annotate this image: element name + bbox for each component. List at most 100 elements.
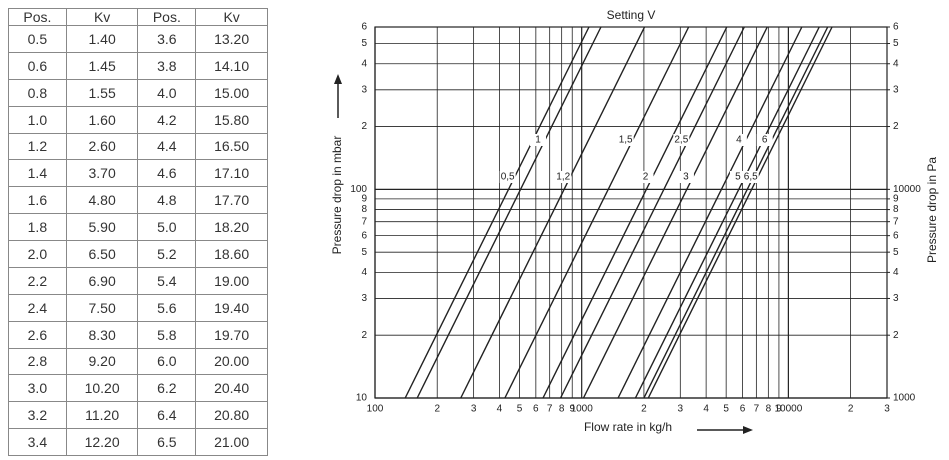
label-bg bbox=[742, 171, 759, 183]
setting-line bbox=[416, 26, 602, 399]
x-tick-label: 3 bbox=[678, 404, 684, 415]
y-tick-label: 2 bbox=[361, 330, 367, 341]
y-tick-label: 4 bbox=[361, 58, 367, 69]
cell: 20.80 bbox=[195, 401, 268, 430]
row: 2.4 7.50 5.6 19.40 bbox=[8, 293, 268, 322]
setting-line bbox=[634, 26, 820, 399]
x-tick-label: 4 bbox=[703, 404, 709, 415]
x-tick-label: 2 bbox=[641, 404, 647, 415]
row: 0.6 1.45 3.8 14.10 bbox=[8, 51, 268, 80]
y-axis-label: Pressure drop in mbar bbox=[330, 136, 344, 255]
cell: 6.5 bbox=[137, 428, 197, 456]
cell: 5.2 bbox=[137, 240, 197, 268]
label-bg bbox=[617, 134, 634, 146]
cell: 1.4 bbox=[8, 159, 67, 188]
cell: 3.6 bbox=[137, 25, 197, 53]
row: 3.4 12.20 6.5 21.00 bbox=[8, 428, 268, 456]
cell: 0.8 bbox=[8, 78, 67, 107]
y2-axis-label: Pressure drop in Pa bbox=[925, 157, 939, 263]
label-bg bbox=[729, 171, 746, 183]
row: 2.0 6.50 5.2 18.60 bbox=[8, 240, 268, 268]
cell: 5.8 bbox=[137, 320, 197, 349]
cell: 2.0 bbox=[8, 240, 67, 268]
y-tick-label: 6 bbox=[361, 22, 367, 33]
x-tick-label: 10000 bbox=[774, 404, 802, 415]
cell: 4.80 bbox=[65, 186, 139, 215]
row: 0.5 1.40 3.6 13.20 bbox=[8, 25, 268, 53]
y2-tick-label: 4 bbox=[893, 58, 899, 69]
cell: 20.00 bbox=[195, 347, 268, 376]
label-bg bbox=[637, 171, 654, 183]
row: 2.8 9.20 6.0 20.00 bbox=[8, 347, 268, 376]
row: 3.0 10.20 6.2 20.40 bbox=[8, 374, 268, 403]
x-tick-label: 8 bbox=[559, 404, 565, 415]
cell: 18.20 bbox=[195, 213, 268, 241]
cell: 15.80 bbox=[195, 105, 268, 134]
setting-line bbox=[460, 26, 646, 399]
cell: 7.50 bbox=[65, 293, 139, 322]
cell: 16.50 bbox=[195, 132, 268, 161]
y-tick-label: 8 bbox=[361, 204, 367, 215]
x-tick-label: 7 bbox=[547, 404, 553, 415]
series-label: 6 bbox=[762, 135, 768, 146]
cell: 6.50 bbox=[65, 240, 139, 268]
cell: 13.20 bbox=[195, 25, 268, 53]
y2-tick-label: 3 bbox=[893, 84, 899, 95]
series-label: 0,5 bbox=[501, 172, 515, 183]
y2-tick-label: 7 bbox=[893, 216, 899, 227]
x-tick-label: 9 bbox=[776, 404, 782, 415]
cell: 3.2 bbox=[8, 401, 67, 430]
x-tick-label: 3 bbox=[471, 404, 477, 415]
row: 0.8 1.55 4.0 15.00 bbox=[8, 78, 268, 107]
setting-line bbox=[647, 26, 833, 399]
cell: 15.00 bbox=[195, 78, 268, 107]
cell: 18.60 bbox=[195, 240, 268, 268]
cell: 1.45 bbox=[65, 51, 139, 80]
y-tick-label: 7 bbox=[361, 216, 367, 227]
cell: 4.4 bbox=[137, 132, 197, 161]
row: 1.2 2.60 4.4 16.50 bbox=[8, 132, 268, 161]
x-tick-label: 5 bbox=[517, 404, 523, 415]
cell: 0.6 bbox=[8, 51, 67, 80]
cell: 19.70 bbox=[195, 320, 268, 349]
cell: 4.8 bbox=[137, 186, 197, 215]
series-label: 4 bbox=[736, 135, 742, 146]
cell: 6.90 bbox=[65, 266, 139, 295]
header-cell: Pos. bbox=[137, 8, 197, 26]
x-arrow-head bbox=[743, 426, 753, 434]
header-row: Pos. Kv Pos. Kv bbox=[8, 8, 268, 26]
cell: 6.4 bbox=[137, 401, 197, 430]
cell: 5.4 bbox=[137, 266, 197, 295]
cell: 21.00 bbox=[195, 428, 268, 456]
setting-line bbox=[582, 26, 768, 399]
series-label: 2,5 bbox=[674, 135, 688, 146]
cell: 2.8 bbox=[8, 347, 67, 376]
cell: 14.10 bbox=[195, 51, 268, 80]
y-tick-label: 5 bbox=[361, 247, 367, 258]
series-label: 6,5 bbox=[744, 172, 758, 183]
setting-line bbox=[643, 26, 829, 399]
x-tick-label: 2 bbox=[848, 404, 854, 415]
cell: 1.8 bbox=[8, 213, 67, 241]
x-tick-label: 6 bbox=[533, 404, 539, 415]
cell: 2.60 bbox=[65, 132, 139, 161]
setting-line bbox=[542, 26, 728, 399]
y2-tick-label: 6 bbox=[893, 230, 899, 241]
cell: 1.0 bbox=[8, 105, 67, 134]
header-cell: Kv bbox=[195, 8, 268, 26]
y-tick-label: 4 bbox=[361, 267, 367, 278]
setting-line bbox=[617, 26, 803, 399]
y-tick-label: 2 bbox=[361, 121, 367, 132]
cell: 4.0 bbox=[137, 78, 197, 107]
row: 1.4 3.70 4.6 17.10 bbox=[8, 159, 268, 188]
cell: 11.20 bbox=[65, 401, 139, 430]
x-tick-label: 100 bbox=[367, 404, 384, 415]
label-bg bbox=[756, 134, 773, 146]
series-label: 1 bbox=[535, 135, 541, 146]
y-tick-label: 5 bbox=[361, 38, 367, 49]
y2-tick-label: 2 bbox=[893, 330, 899, 341]
cell: 9.20 bbox=[65, 347, 139, 376]
setting-line bbox=[504, 26, 690, 399]
cell: 10.20 bbox=[65, 374, 139, 403]
